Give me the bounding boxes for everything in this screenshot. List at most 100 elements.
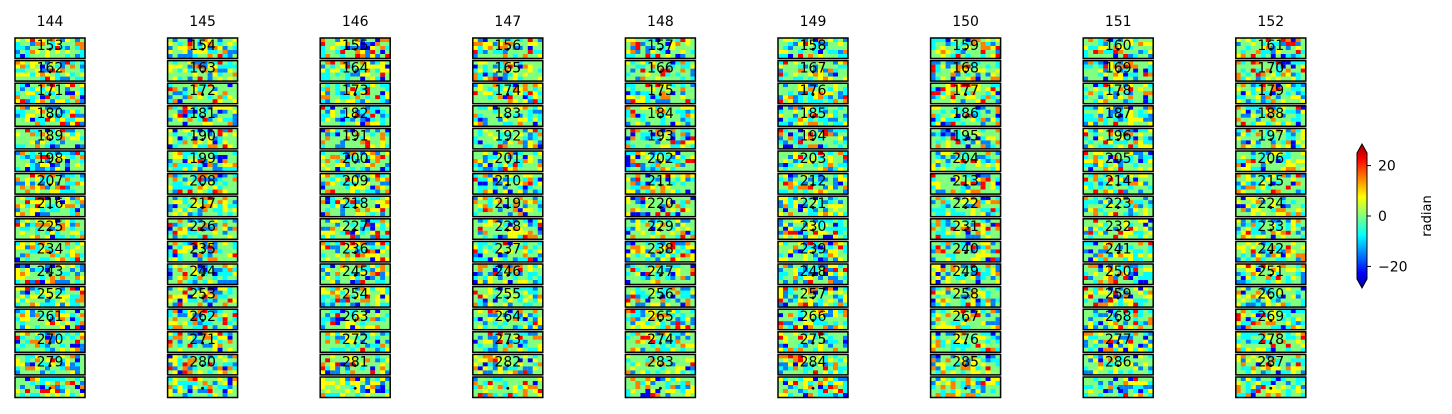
pixel-cell xyxy=(20,177,25,182)
pixel-cell xyxy=(487,200,493,205)
pixel-cell xyxy=(350,343,356,348)
panel-label: 252 xyxy=(37,287,64,303)
pixel-cell xyxy=(187,64,193,69)
pixel-cell xyxy=(20,381,25,385)
pixel-cell xyxy=(487,99,493,104)
pixel-cell xyxy=(177,54,183,58)
pixel-cell xyxy=(340,309,346,314)
center-marker xyxy=(353,251,357,255)
pixel-cell xyxy=(370,366,376,371)
pixel-cell xyxy=(335,245,341,250)
pixel-cell xyxy=(177,167,183,171)
panel-frame xyxy=(319,240,391,263)
pixel-cell xyxy=(512,151,518,155)
pixel-cell xyxy=(182,347,188,352)
pixel-cell xyxy=(492,38,498,42)
pixel-cell xyxy=(217,128,223,133)
pixel-cell xyxy=(345,140,351,145)
pixel-cell xyxy=(212,385,218,389)
pixel-cell xyxy=(507,113,513,118)
pixel-cell xyxy=(212,54,218,58)
pixel-cell xyxy=(192,113,198,118)
pixel-cell xyxy=(335,325,341,330)
pixel-cell xyxy=(55,144,60,149)
pixel-cell xyxy=(385,230,391,235)
pixel-cell xyxy=(477,42,483,46)
pixel-cell xyxy=(232,218,238,223)
panel: 216 xyxy=(14,195,86,218)
pixel-cell xyxy=(502,208,508,213)
pixel-cell xyxy=(507,173,513,178)
pixel-cell xyxy=(60,381,65,385)
pixel-cell xyxy=(202,64,208,69)
pixel-cell xyxy=(330,343,336,348)
pixel-cell xyxy=(482,60,488,65)
pixel-cell xyxy=(355,64,361,69)
pixel-cell xyxy=(30,241,35,246)
pixel-cell xyxy=(20,38,25,42)
pixel-cell xyxy=(15,72,20,77)
pixel-cell xyxy=(55,249,60,254)
pixel-cell xyxy=(177,105,183,110)
pixel-cell xyxy=(60,313,65,318)
panel: 245 xyxy=(319,263,391,286)
pixel-cell xyxy=(187,302,193,307)
pixel-cell xyxy=(55,317,60,322)
pixel-cell xyxy=(217,196,223,201)
pixel-cell xyxy=(45,91,50,96)
pixel-cell xyxy=(80,95,85,100)
pixel-cell xyxy=(502,72,508,77)
pixel-cell xyxy=(197,185,203,190)
pixel-cell xyxy=(345,68,351,73)
pixel-cell xyxy=(482,151,488,155)
pixel-cell xyxy=(40,177,45,182)
panel xyxy=(319,376,391,399)
pixel-cell xyxy=(360,389,366,393)
pixel-cell xyxy=(35,331,40,336)
pixel-cell xyxy=(340,38,346,42)
pixel-cell xyxy=(232,253,238,258)
pixel-cell xyxy=(197,354,203,359)
pixel-cell xyxy=(350,105,356,110)
pixel-cell xyxy=(70,117,75,122)
pixel-cell xyxy=(182,331,188,336)
pixel-cell xyxy=(182,241,188,246)
pixel-cell xyxy=(15,381,20,385)
pixel-cell xyxy=(45,105,50,110)
pixel-cell xyxy=(187,245,193,250)
pixel-cell xyxy=(50,109,55,114)
pixel-cell xyxy=(202,113,208,118)
pixel-cell xyxy=(375,42,381,46)
pixel-cell xyxy=(192,226,198,231)
pixel-cell xyxy=(527,181,533,186)
pixel-cell xyxy=(227,298,233,303)
pixel-cell xyxy=(75,155,80,159)
pixel-cell xyxy=(355,268,361,272)
pixel-cell xyxy=(375,335,381,340)
pixel-cell xyxy=(232,99,238,104)
pixel-cell xyxy=(355,196,361,201)
pixel-cell xyxy=(370,155,376,159)
pixel-cell xyxy=(212,189,218,194)
pixel-cell xyxy=(65,99,70,104)
pixel-cell xyxy=(330,212,336,217)
pixel-cell xyxy=(15,167,20,171)
pixel-cell xyxy=(320,339,326,344)
panel-label: 261 xyxy=(37,309,64,325)
pixel-cell xyxy=(177,95,183,100)
pixel-cell xyxy=(15,286,20,291)
pixel-cell xyxy=(487,155,493,159)
pixel-cell xyxy=(527,91,533,96)
pixel-cell xyxy=(25,354,30,359)
pixel-cell xyxy=(527,121,533,126)
pixel-cell xyxy=(70,272,75,276)
panel xyxy=(166,376,239,399)
pixel-cell xyxy=(345,226,351,231)
pixel-cell xyxy=(502,109,508,114)
pixel-cell xyxy=(350,370,356,375)
pixel-cell xyxy=(232,181,238,186)
pixel-cell xyxy=(202,366,208,371)
pixel-cell xyxy=(537,64,543,69)
pixel-cell xyxy=(197,393,203,397)
pixel-cell xyxy=(202,99,208,104)
